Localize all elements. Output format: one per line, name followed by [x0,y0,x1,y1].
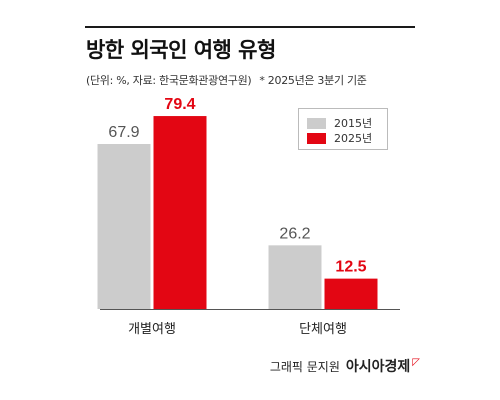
legend-item-2015: 2015년 [307,116,372,130]
data-label-2015-group: 26.2 [279,225,310,242]
chart-title: 방한 외국인 여행 유형 [86,38,276,62]
data-label-2015-individual: 67.9 [108,124,139,141]
graphic-credit: 그래픽 문지원 [269,360,340,374]
bar-2025-group [324,278,378,309]
data-label-2025-group: 12.5 [335,259,366,276]
footer-credit: 그래픽 문지원 아시아경제 ◸ [270,356,420,376]
legend-swatch-2015 [307,117,326,129]
bar-2025-individual [153,116,207,309]
bar-2015-individual [97,144,151,309]
data-label-2025-individual: 79.4 [164,96,195,113]
legend-label-2015: 2015년 [334,117,373,130]
legend: 2015년 2025년 [298,108,388,150]
chart-subtitle: (단위: %, 자료: 한국문화관광연구원) * 2025년은 3분기 기준 [86,72,367,88]
title-top-rule [85,26,415,28]
brand-mark-icon: ◸ [412,357,420,368]
source-text: (단위: %, 자료: 한국문화관광연구원) [86,74,252,87]
legend-label-2025: 2025년 [334,132,373,145]
category-label-individual: 개별여행 [128,321,176,337]
bar-2015-group [268,245,322,309]
category-label-group: 단체여행 [299,321,347,337]
legend-item-2025: 2025년 [307,131,372,145]
brand-logo-text: 아시아경제 [345,359,411,375]
footnote-text: * 2025년은 3분기 기준 [259,74,367,87]
legend-swatch-2025 [307,132,326,144]
